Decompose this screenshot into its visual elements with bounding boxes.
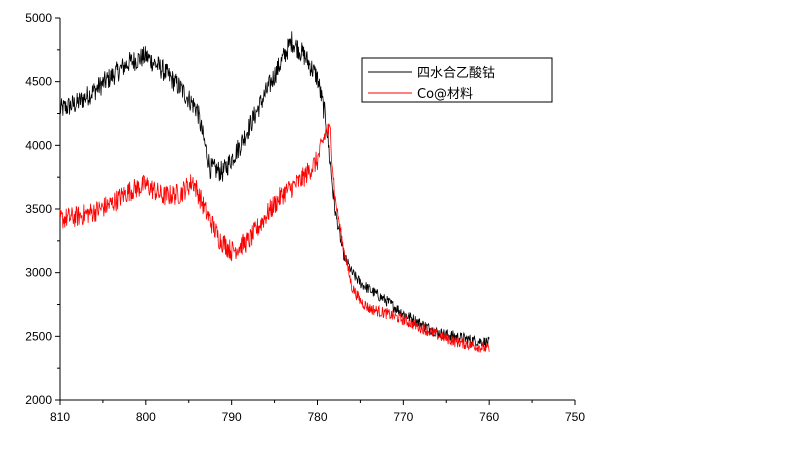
series-line-2 [59,123,490,353]
legend: 四水合乙酸钴 Co@材料 [361,57,553,103]
legend-label-1: 四水合乙酸钴 [417,66,495,81]
y-tick-label: 3500 [25,202,52,216]
x-tick-label: 800 [136,410,156,424]
y-tick-label: 2000 [25,393,52,407]
x-tick-label: 760 [479,410,499,424]
y-tick-label: 3000 [25,266,52,280]
y-tick-label: 5000 [25,11,52,25]
x-tick-label: 780 [307,410,327,424]
y-tick-label: 2500 [25,329,52,343]
series-line-1 [59,31,490,349]
x-tick-label: 810 [50,410,70,424]
x-tick-label: 750 [565,410,585,424]
x-tick-label: 770 [393,410,413,424]
y-tick-label: 4500 [25,75,52,89]
y-tick-label: 4000 [25,138,52,152]
series-layer [59,31,490,353]
x-tick-label: 790 [222,410,242,424]
axes: 2000 2500 3000 3500 4000 4500 5000 810 800 790 780… [25,11,585,424]
legend-label-2: Co@材料 [417,87,473,102]
legend-box [361,57,553,103]
